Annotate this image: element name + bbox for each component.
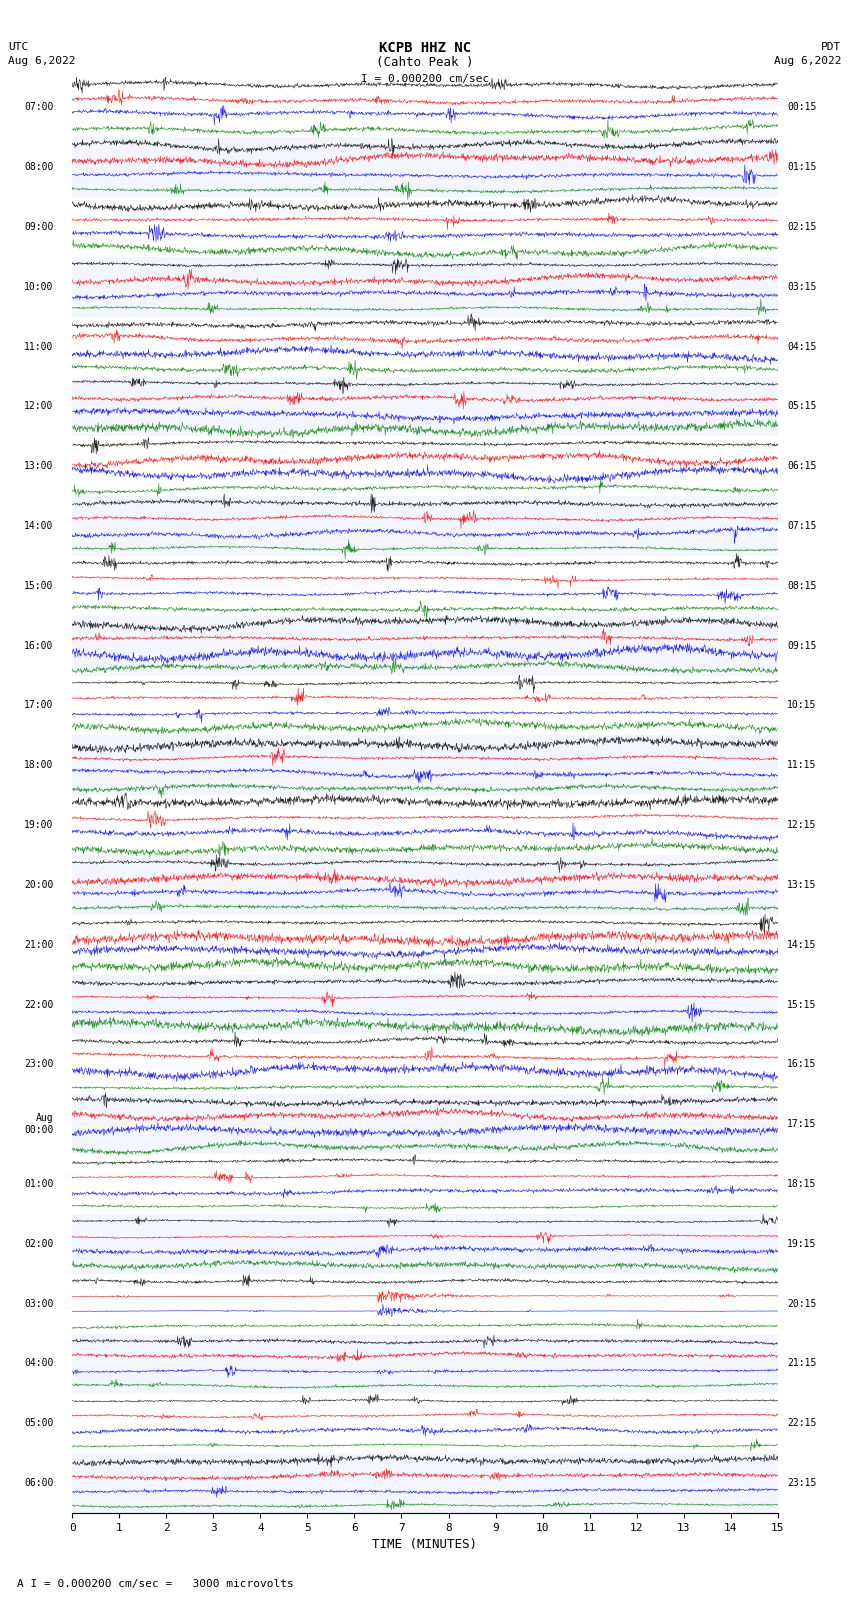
Bar	[72, 1274, 778, 1334]
Text: 14:15: 14:15	[787, 940, 817, 950]
Text: 10:15: 10:15	[787, 700, 817, 710]
Text: 17:00: 17:00	[24, 700, 54, 710]
Bar	[72, 974, 778, 1034]
Text: 13:00: 13:00	[24, 461, 54, 471]
Text: 18:00: 18:00	[24, 760, 54, 771]
Text: 11:00: 11:00	[24, 342, 54, 352]
Bar	[72, 77, 778, 137]
Bar	[72, 1334, 778, 1394]
X-axis label: TIME (MINUTES): TIME (MINUTES)	[372, 1539, 478, 1552]
Text: 20:15: 20:15	[787, 1298, 817, 1308]
Text: 10:00: 10:00	[24, 282, 54, 292]
Text: 11:15: 11:15	[787, 760, 817, 771]
Bar	[72, 1094, 778, 1155]
Text: 03:00: 03:00	[24, 1298, 54, 1308]
Text: 01:15: 01:15	[787, 163, 817, 173]
Bar	[72, 1215, 778, 1274]
Text: 07:00: 07:00	[24, 102, 54, 113]
Text: 05:00: 05:00	[24, 1418, 54, 1428]
Text: UTC: UTC	[8, 42, 29, 52]
Text: 22:15: 22:15	[787, 1418, 817, 1428]
Text: 06:15: 06:15	[787, 461, 817, 471]
Text: 21:00: 21:00	[24, 940, 54, 950]
Text: 18:15: 18:15	[787, 1179, 817, 1189]
Text: 19:15: 19:15	[787, 1239, 817, 1248]
Bar	[72, 1034, 778, 1094]
Text: 09:00: 09:00	[24, 223, 54, 232]
Bar	[72, 855, 778, 915]
Text: 08:15: 08:15	[787, 581, 817, 590]
Text: PDT: PDT	[821, 42, 842, 52]
Text: 21:15: 21:15	[787, 1358, 817, 1368]
Text: 12:00: 12:00	[24, 402, 54, 411]
Text: 03:15: 03:15	[787, 282, 817, 292]
Text: Aug 6,2022: Aug 6,2022	[8, 56, 76, 66]
Text: Aug 6,2022: Aug 6,2022	[774, 56, 842, 66]
Text: 19:00: 19:00	[24, 819, 54, 831]
Bar	[72, 376, 778, 436]
Text: 14:00: 14:00	[24, 521, 54, 531]
Text: 01:00: 01:00	[24, 1179, 54, 1189]
Text: 06:00: 06:00	[24, 1478, 54, 1489]
Text: 04:00: 04:00	[24, 1358, 54, 1368]
Bar	[72, 736, 778, 795]
Bar	[72, 1453, 778, 1513]
Text: 17:15: 17:15	[787, 1119, 817, 1129]
Text: 15:15: 15:15	[787, 1000, 817, 1010]
Text: 09:15: 09:15	[787, 640, 817, 650]
Text: KCPB HHZ NC: KCPB HHZ NC	[379, 40, 471, 55]
Bar	[72, 556, 778, 616]
Text: 16:00: 16:00	[24, 640, 54, 650]
Text: 13:15: 13:15	[787, 881, 817, 890]
Bar	[72, 137, 778, 197]
Bar	[72, 197, 778, 256]
Text: 07:15: 07:15	[787, 521, 817, 531]
Text: 23:15: 23:15	[787, 1478, 817, 1489]
Bar	[72, 1155, 778, 1215]
Bar	[72, 497, 778, 556]
Text: 08:00: 08:00	[24, 163, 54, 173]
Bar	[72, 616, 778, 676]
Text: 22:00: 22:00	[24, 1000, 54, 1010]
Bar	[72, 256, 778, 316]
Text: 15:00: 15:00	[24, 581, 54, 590]
Text: 12:15: 12:15	[787, 819, 817, 831]
Bar	[72, 795, 778, 855]
Text: 16:15: 16:15	[787, 1060, 817, 1069]
Text: 02:00: 02:00	[24, 1239, 54, 1248]
Bar	[72, 676, 778, 736]
Bar	[72, 316, 778, 376]
Text: A I = 0.000200 cm/sec =   3000 microvolts: A I = 0.000200 cm/sec = 3000 microvolts	[17, 1579, 294, 1589]
Bar	[72, 1394, 778, 1453]
Text: 20:00: 20:00	[24, 881, 54, 890]
Text: 02:15: 02:15	[787, 223, 817, 232]
Text: 23:00: 23:00	[24, 1060, 54, 1069]
Bar	[72, 915, 778, 974]
Text: (Cahto Peak ): (Cahto Peak )	[377, 56, 473, 69]
Text: Aug
00:00: Aug 00:00	[24, 1113, 54, 1136]
Bar	[72, 437, 778, 497]
Text: 05:15: 05:15	[787, 402, 817, 411]
Text: 00:15: 00:15	[787, 102, 817, 113]
Text: 04:15: 04:15	[787, 342, 817, 352]
Text: I = 0.000200 cm/sec: I = 0.000200 cm/sec	[361, 74, 489, 84]
